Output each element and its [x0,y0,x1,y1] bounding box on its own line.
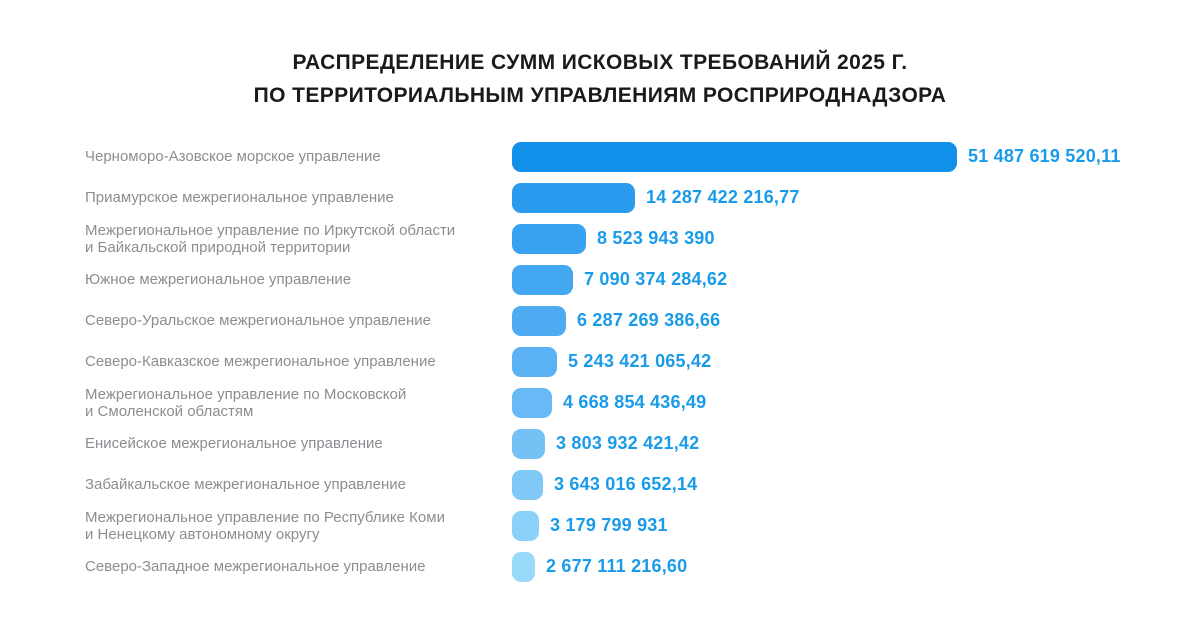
bar-chart: Черноморо-Азовское морское управление 51 … [0,136,1200,587]
bar [512,387,552,418]
bar [512,346,557,377]
bar [512,182,635,213]
row-label: Межрегиональное управление по Республике… [85,508,445,543]
value-label: 51 487 619 520,11 [968,146,1121,166]
row-label: Южное межрегиональное управление [85,271,352,288]
chart-row: Межрегиональное управление по Московской… [0,382,1200,423]
bar [512,510,539,541]
value-label: 6 287 269 386,66 [577,310,721,330]
value-label: 14 287 422 216,77 [646,187,800,207]
row-label: Межрегиональное управление по Московской… [85,385,407,420]
value-label: 8 523 943 390 [597,228,715,248]
row-label: Межрегиональное управление по Иркутской … [85,221,456,256]
chart-row: Северо-Уральское межрегиональное управле… [0,300,1200,341]
bar [512,305,566,336]
bar [512,551,535,582]
chart-row: Забайкальское межрегиональное управление… [0,464,1200,505]
chart-row: Северо-Западное межрегиональное управлен… [0,546,1200,587]
chart-row: Черноморо-Азовское морское управление 51 … [0,136,1200,177]
bar [512,223,586,254]
row-label: Северо-Западное межрегиональное управлен… [85,558,426,575]
row-label: Енисейское межрегиональное управление [85,435,383,452]
chart-title-line2: ПО ТЕРРИТОРИАЛЬНЫМ УПРАВЛЕНИЯМ РОСПРИРОД… [253,84,947,107]
bar [512,469,543,500]
chart-title: РАСПРЕДЕЛЕНИЕ СУММ ИСКОВЫХ ТРЕБОВАНИЙ 20… [0,0,1200,112]
bar [512,264,573,295]
value-label: 2 677 111 216,60 [546,556,688,576]
value-label: 3 643 016 652,14 [554,474,698,494]
value-label: 3 179 799 931 [550,515,668,535]
bar [512,428,545,459]
value-label: 7 090 374 284,62 [584,269,728,289]
chart-row: Межрегиональное управление по Республике… [0,505,1200,546]
row-label: Северо-Кавказское межрегиональное управл… [85,353,436,370]
row-label: Забайкальское межрегиональное управление [85,476,407,493]
row-label: Черноморо-Азовское морское управление [85,148,381,165]
bar [512,141,957,172]
row-label: Приамурское межрегиональное управление [85,189,394,206]
value-label: 3 803 932 421,42 [556,433,700,453]
value-label: 5 243 421 065,42 [568,351,712,371]
chart-row: Южное межрегиональное управление 7 090 37… [0,259,1200,300]
value-label: 4 668 854 436,49 [563,392,707,412]
chart-row: Северо-Кавказское межрегиональное управл… [0,341,1200,382]
row-label: Северо-Уральское межрегиональное управле… [85,312,431,329]
chart-title-line1: РАСПРЕДЕЛЕНИЕ СУММ ИСКОВЫХ ТРЕБОВАНИЙ 20… [292,51,908,74]
chart-row: Енисейское межрегиональное управление 3 8… [0,423,1200,464]
chart-row: Приамурское межрегиональное управление 14… [0,177,1200,218]
chart-row: Межрегиональное управление по Иркутской … [0,218,1200,259]
